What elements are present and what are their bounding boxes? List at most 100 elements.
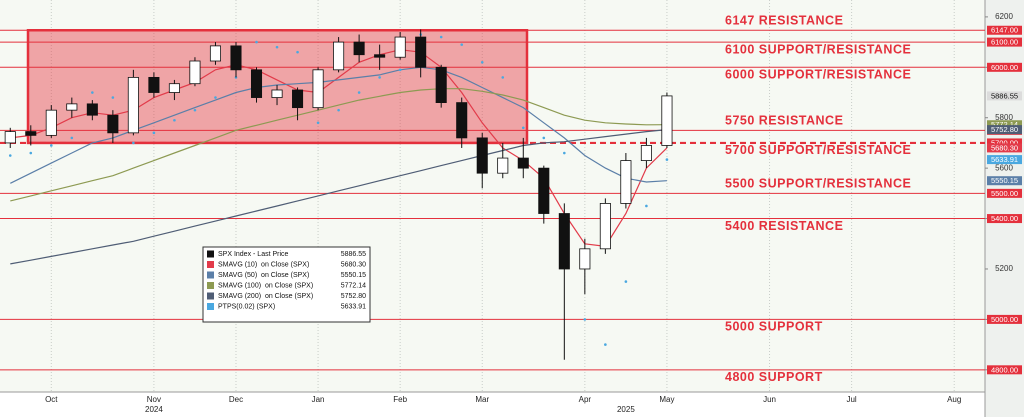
level-tag-label: 5400.00	[991, 214, 1018, 223]
candle-body	[374, 54, 386, 58]
legend-label: SMAVG (100) on Close (SPX)	[218, 282, 313, 289]
candle-body	[435, 66, 447, 104]
candle-body	[353, 41, 365, 56]
candle-body	[579, 248, 591, 270]
x-year-label: 2024	[145, 405, 163, 414]
level-label: 6100 SUPPORT/RESISTANCE	[725, 42, 911, 56]
level-label: 6147 RESISTANCE	[725, 14, 843, 28]
sar-dot	[296, 50, 299, 54]
candle-body	[599, 203, 611, 250]
candle-body	[456, 102, 468, 139]
sar-dot	[132, 141, 135, 145]
y-tick-label: 6200	[995, 12, 1013, 21]
legend-label: PTPS(0.02) (SPX)	[218, 303, 275, 310]
level-tag	[987, 214, 1022, 224]
level-tag-label: 5000.00	[991, 315, 1018, 324]
series-tag-label: 5772.14	[991, 120, 1018, 129]
candle-body	[107, 114, 119, 134]
candle-body	[25, 131, 37, 136]
legend-value: 5772.14	[341, 282, 366, 289]
candle-body	[4, 131, 16, 144]
x-tick-label: Feb	[393, 395, 407, 404]
candle-body	[640, 145, 652, 161]
level-tag	[987, 37, 1022, 47]
candle-body	[189, 60, 201, 85]
candle-body	[517, 157, 529, 169]
candle-body	[230, 45, 242, 71]
legend-swatch	[207, 271, 214, 279]
sar-dot	[501, 76, 505, 79]
candle-body	[66, 103, 78, 111]
legend-label: SMAVG (50) on Close (SPX)	[218, 272, 309, 279]
candle-body	[661, 95, 673, 146]
x-tick-label: Jul	[846, 395, 856, 404]
candle-body	[620, 160, 632, 204]
legend-value: 5886.55	[341, 251, 366, 258]
candle-body	[250, 69, 263, 98]
price-tag	[987, 91, 1022, 101]
legend-swatch	[207, 303, 214, 310]
sar-dot	[316, 121, 320, 125]
sar-dot	[521, 126, 525, 130]
legend-swatch	[207, 282, 214, 289]
legend-swatch	[207, 292, 214, 300]
level-label: 5750 RESISTANCE	[725, 114, 843, 128]
y-tick-label: 5200	[995, 264, 1013, 273]
level-tag	[987, 314, 1022, 324]
candle-body	[333, 41, 345, 71]
sar-dot	[111, 96, 115, 99]
x-tick-label: Oct	[45, 395, 58, 404]
candle-body	[476, 137, 488, 174]
level-tag-label: 5700.00	[991, 138, 1018, 147]
sar-dot	[152, 131, 156, 135]
x-tick-label: Jan	[312, 395, 325, 404]
level-label: 5700 SUPPORT/RESISTANCE	[725, 143, 911, 157]
candle-body	[148, 76, 160, 93]
candle-body	[271, 89, 283, 98]
ma-line	[10, 66, 667, 184]
sar-dot	[357, 91, 361, 94]
legend-box	[202, 246, 371, 323]
sar-dot	[173, 118, 176, 122]
sar-dot	[214, 96, 217, 99]
sar-dot	[665, 158, 669, 161]
x-tick-label: Aug	[947, 395, 961, 404]
ma-line	[10, 49, 668, 247]
series-tag-label: 5680.30	[991, 143, 1018, 152]
level-tag-label: 6000.00	[991, 63, 1018, 72]
candle-body	[538, 167, 550, 214]
legend-value: 5550.15	[341, 272, 366, 279]
plot-background	[0, 0, 985, 392]
sar-dot	[439, 35, 443, 39]
sar-dot	[398, 68, 402, 72]
x-tick-label: May	[659, 395, 674, 404]
candle-body	[86, 103, 98, 116]
sar-dot	[542, 136, 546, 140]
x-tick-label: Nov	[147, 395, 161, 404]
sar-dot	[378, 76, 381, 79]
x-tick-label: Jun	[763, 395, 776, 404]
level-tag-label: 5500.00	[991, 189, 1018, 198]
candle-body	[168, 83, 180, 93]
level-tag	[987, 62, 1022, 72]
sar-dot	[70, 136, 74, 140]
y-tick-label: 5600	[995, 163, 1013, 172]
legend-label: SMAVG (200) on Close (SPX)	[218, 293, 313, 300]
sar-dot	[8, 154, 12, 157]
x-year-label: 2025	[617, 405, 635, 414]
legend-value: 5633.91	[341, 303, 366, 310]
sar-dot	[91, 91, 94, 94]
candle-body	[394, 36, 406, 58]
y-tick-label: 5800	[995, 113, 1013, 122]
candle-body	[497, 157, 509, 174]
candle-body	[558, 213, 570, 270]
sar-dot	[50, 144, 53, 147]
sar-dot	[480, 60, 484, 64]
candle-body	[127, 76, 139, 134]
legend-value: 5680.30	[341, 261, 366, 268]
sar-dot	[583, 318, 587, 321]
legend-swatch	[207, 261, 214, 268]
candle-body	[45, 109, 57, 136]
level-label: 5000 SUPPORT	[725, 320, 823, 334]
